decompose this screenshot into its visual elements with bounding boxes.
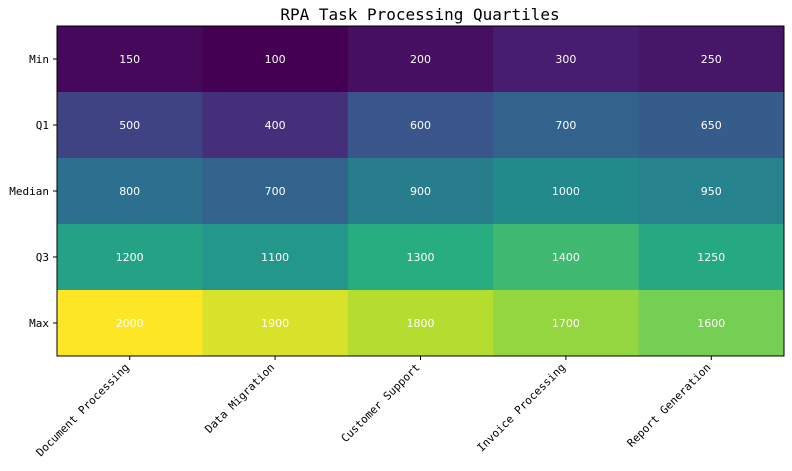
cell-value-label: 1300 — [407, 251, 435, 264]
heatmap-cell — [347, 26, 494, 93]
cell-value-label: 700 — [555, 119, 576, 132]
cell-value-label: 950 — [701, 185, 722, 198]
chart-title: RPA Task Processing Quartiles — [280, 5, 559, 24]
cell-value-label: 1400 — [552, 251, 580, 264]
cell-value-label: 1900 — [261, 317, 289, 330]
heatmap-cell — [202, 224, 349, 291]
x-axis-ticks: Document Processing Data Migration Custome… — [34, 356, 714, 459]
heatmap-cell — [493, 290, 640, 357]
cell-value-label: 2000 — [116, 317, 144, 330]
heatmap-cell — [638, 224, 785, 291]
cell-value-label: 700 — [265, 185, 286, 198]
cell-value-label: 1250 — [697, 251, 725, 264]
heatmap-cell — [493, 158, 640, 225]
heatmap-cell-labels: 150 100 200 300 250 500 400 600 700 650 800 700 900 1… — [116, 53, 726, 330]
heatmap-cell — [493, 92, 640, 159]
x-tick-label: Data Migration — [202, 361, 277, 436]
cell-value-label: 900 — [410, 185, 431, 198]
cell-value-label: 300 — [555, 53, 576, 66]
heatmap-cell — [347, 92, 494, 159]
cell-value-label: 200 — [410, 53, 431, 66]
cell-value-label: 1700 — [552, 317, 580, 330]
heatmap-cell — [202, 290, 349, 357]
heatmap-cell — [202, 158, 349, 225]
cell-value-label: 650 — [701, 119, 722, 132]
plot-frame — [56, 25, 785, 357]
x-tick-label: Document Processing — [34, 361, 132, 459]
cell-value-label: 250 — [701, 53, 722, 66]
cell-value-label: 100 — [265, 53, 286, 66]
heatmap-cell — [638, 26, 785, 93]
cell-value-label: 1200 — [116, 251, 144, 264]
cell-value-label: 400 — [265, 119, 286, 132]
y-tick-label: Max — [29, 317, 49, 330]
heatmap-cell — [347, 158, 494, 225]
cell-value-label: 800 — [119, 185, 140, 198]
y-tick-label: Min — [29, 53, 49, 66]
heatmap-cell — [202, 26, 349, 93]
heatmap-cell — [57, 26, 203, 93]
cell-value-label: 500 — [119, 119, 140, 132]
y-tick-label: Q3 — [36, 251, 49, 264]
heatmap-cell — [57, 158, 203, 225]
heatmap-cell — [347, 290, 494, 357]
cell-value-label: 1100 — [261, 251, 289, 264]
heatmap-cell — [638, 92, 785, 159]
cell-value-label: 1000 — [552, 185, 580, 198]
heatmap-cell — [493, 26, 640, 93]
heatmap-cells — [57, 26, 785, 357]
heatmap-cell — [638, 158, 785, 225]
heatmap-cell — [202, 92, 349, 159]
heatmap-cell — [638, 290, 785, 357]
y-tick-label: Q1 — [36, 119, 49, 132]
cell-value-label: 600 — [410, 119, 431, 132]
x-tick-label: Invoice Processing — [475, 361, 568, 454]
x-tick-label: Customer Support — [338, 361, 422, 445]
heatmap-cell — [347, 224, 494, 291]
cell-value-label: 150 — [119, 53, 140, 66]
heatmap-cell — [57, 290, 203, 357]
y-tick-label: Median — [9, 185, 49, 198]
x-tick-label: Report Generation — [625, 361, 714, 450]
cell-value-label: 1800 — [407, 317, 435, 330]
heatmap-cell — [57, 224, 203, 291]
y-axis-ticks: Min Q1 Median Q3 Max — [9, 53, 57, 330]
heatmap-cell — [57, 92, 203, 159]
heatmap-cell — [493, 224, 640, 291]
cell-value-label: 1600 — [697, 317, 725, 330]
